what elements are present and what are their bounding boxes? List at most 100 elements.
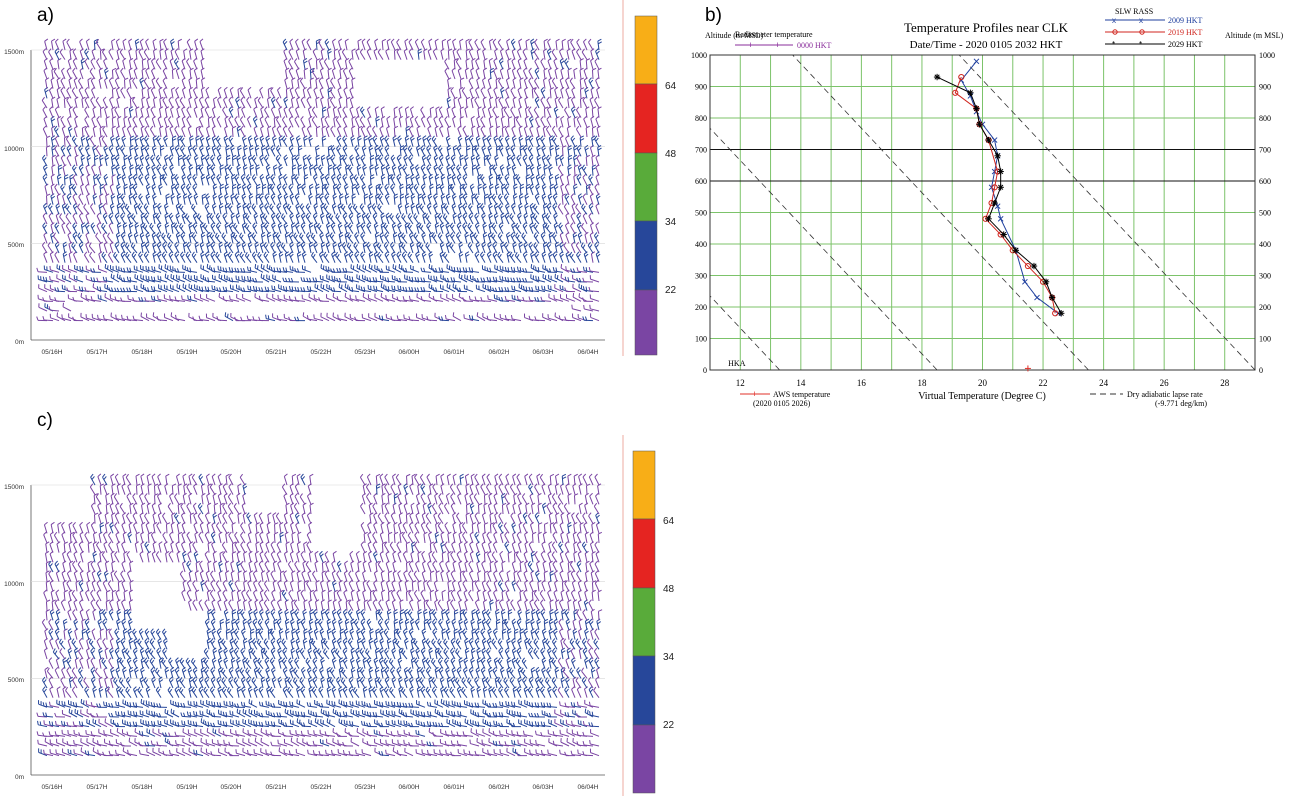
wind-barb-feather <box>157 252 160 255</box>
wind-barb-feather <box>216 213 218 216</box>
wind-barb-feather <box>498 252 500 255</box>
wind-barb-feather <box>96 233 98 236</box>
wind-barb-feather <box>193 223 196 226</box>
wind-barb-feather <box>315 206 318 209</box>
wind-barb <box>141 148 143 157</box>
wind-barb <box>552 129 557 137</box>
wind-barb-feather <box>74 186 76 189</box>
wind-barb-feather <box>165 274 166 278</box>
wind-barb-feather <box>216 136 218 139</box>
wind-barb-feather <box>583 213 586 216</box>
wind-barb-feather <box>134 186 137 189</box>
wind-barb-feather <box>506 177 509 180</box>
wind-barb <box>242 109 245 117</box>
wind-barb-feather <box>511 155 514 158</box>
wind-barb <box>343 110 347 118</box>
wind-barb-feather <box>352 197 356 199</box>
wind-barb-feather <box>463 203 466 206</box>
wind-barb <box>190 138 191 147</box>
wind-barb-feather <box>481 116 484 119</box>
wind-barb <box>89 246 95 253</box>
wind-barb-feather <box>289 232 292 235</box>
wind-barb-feather <box>206 206 209 209</box>
wind-barb-feather <box>253 206 255 209</box>
wind-barb <box>508 118 509 127</box>
wind-barb <box>332 291 341 292</box>
wind-barb <box>58 167 59 176</box>
wind-barb-feather <box>312 117 314 120</box>
wind-barb <box>84 255 89 263</box>
wind-barb-feather <box>318 165 320 168</box>
wind-barb-feather <box>556 158 559 160</box>
wind-barb-feather <box>583 278 584 282</box>
wind-barb-feather <box>229 116 232 119</box>
wind-barb-feather <box>241 174 244 177</box>
wind-barb <box>172 138 173 147</box>
wind-barb <box>566 216 569 224</box>
wind-barb-feather <box>69 274 70 278</box>
wind-barb <box>471 157 473 166</box>
wind-barb-feather <box>176 254 179 257</box>
wind-barb-feather <box>474 233 476 236</box>
wind-barb-feather <box>457 223 460 226</box>
wind-barb-feather <box>338 186 341 189</box>
wind-barb <box>558 168 563 176</box>
wind-barb <box>96 149 101 157</box>
wind-barb-feather <box>439 165 442 168</box>
wind-barb-feather <box>345 293 346 297</box>
wind-barb-feather <box>55 107 58 110</box>
wind-barb-feather <box>103 315 104 319</box>
wind-barb-feather <box>526 287 527 291</box>
wind-barb-feather <box>531 264 532 268</box>
wind-barb-feather <box>485 197 489 199</box>
wind-barb-feather <box>291 278 292 282</box>
wind-barb-feather <box>109 287 110 291</box>
wind-barb <box>52 147 53 156</box>
wind-barb <box>139 119 143 127</box>
wind-barb-feather <box>499 287 500 291</box>
wind-barb-feather <box>337 136 340 139</box>
wind-barb-feather <box>501 167 504 170</box>
wind-barb-feather <box>391 184 394 187</box>
wind-barb-feather <box>303 312 304 316</box>
wind-barb-feather <box>175 297 176 301</box>
wind-barb <box>472 147 473 156</box>
wind-barb-feather <box>103 277 104 281</box>
wind-barb-feather <box>73 317 74 321</box>
wind-barb-feather <box>232 216 235 218</box>
wind-barb-feather <box>205 107 208 110</box>
wind-barb-feather <box>100 158 103 160</box>
wind-barb-feather <box>327 225 330 227</box>
wind-barb-feather <box>250 168 254 170</box>
wind-barb-feather <box>164 177 166 180</box>
wind-barb-feather <box>590 177 593 180</box>
wind-barb-feather <box>351 157 354 160</box>
wind-barb-feather <box>182 138 184 141</box>
wind-barb <box>352 196 353 205</box>
wind-barb-feather <box>535 194 538 197</box>
wind-barb-feather <box>109 213 112 216</box>
wind-barb-feather <box>142 148 145 150</box>
wind-barb-feather <box>430 187 433 189</box>
wind-barb-feather <box>333 245 336 247</box>
wind-barb <box>367 109 371 117</box>
wind-barb-feather <box>585 148 588 150</box>
wind-barb-feather <box>583 174 586 177</box>
wind-barb-feather <box>319 297 320 301</box>
wind-barb-feather <box>535 216 537 219</box>
wind-barb-feather <box>324 204 326 207</box>
wind-barb <box>417 128 419 137</box>
wind-barb-feather <box>211 174 214 177</box>
wind-barb <box>63 307 71 311</box>
wind-barb <box>463 129 467 137</box>
wind-barb-feather <box>308 206 310 209</box>
wind-barb-feather <box>480 252 482 255</box>
wind-barb-feather <box>468 203 470 206</box>
wind-barb-feather <box>343 174 346 177</box>
wind-barb-feather <box>387 215 390 218</box>
wind-barb <box>241 129 245 137</box>
wind-barb-feather <box>193 206 195 209</box>
wind-barb <box>585 235 587 244</box>
wind-barb-feather <box>556 177 559 179</box>
wind-barb-feather <box>394 235 397 237</box>
